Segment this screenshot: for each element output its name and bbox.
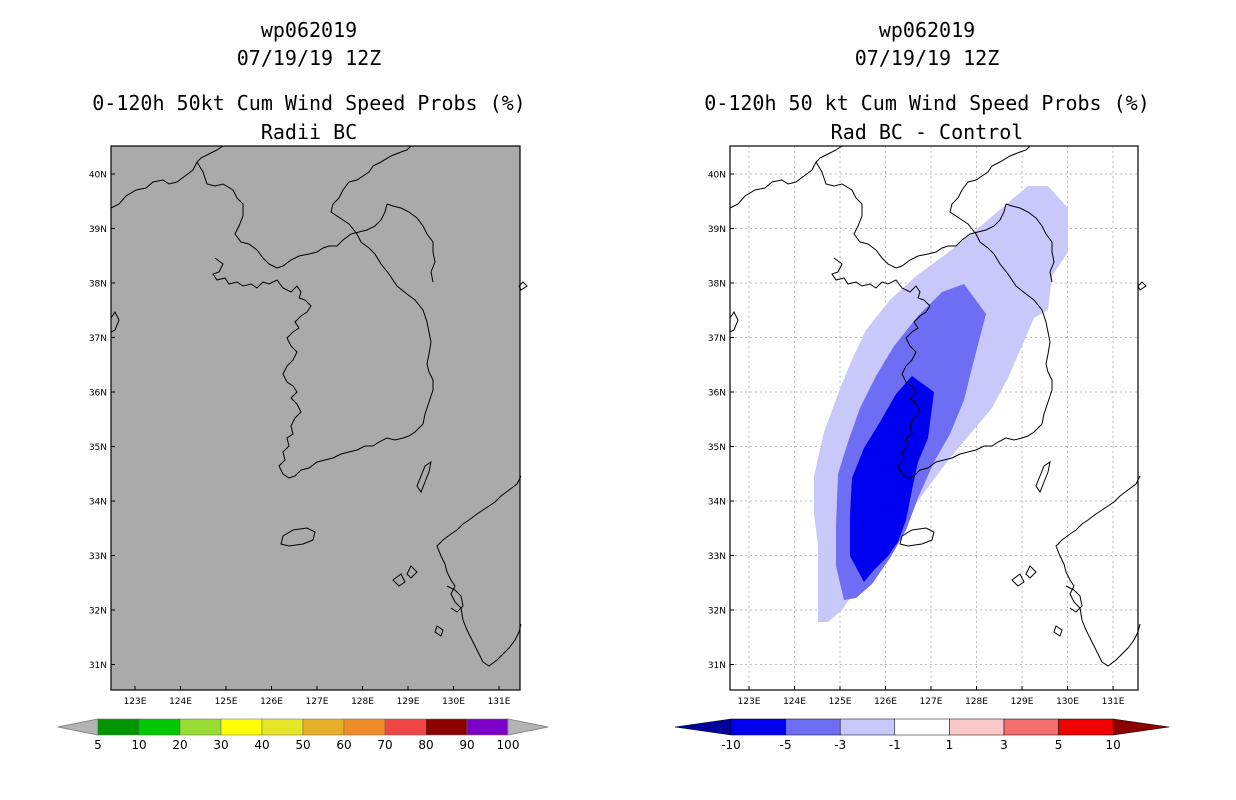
right-map-frame (729, 145, 1139, 691)
colorbar-label: -3 (834, 738, 846, 752)
right-colorbar: -10 -5 -3 -1 1 3 5 10 (674, 718, 1170, 752)
left-date: 07/19/19 12Z (236, 46, 382, 70)
right-latitude-labels: 40N 39N 38N 37N 36N 35N 34N 33N 32N 31N (708, 171, 734, 671)
colorbar-swatch (220, 718, 263, 736)
right-product-title: 0-120h 50 kt Cum Wind Speed Probs (%) (704, 91, 1150, 115)
lon-label: 124E (783, 697, 806, 707)
lon-label: 127E (920, 697, 943, 707)
colorbar-label: 10 (1106, 738, 1121, 752)
colorbar-swatch (425, 718, 468, 736)
lon-label: 131E (1102, 697, 1125, 707)
colorbar-swatch (839, 718, 896, 736)
contour-minus5 (850, 376, 934, 582)
lat-label: 33N (89, 552, 107, 562)
lat-label: 40N (89, 171, 107, 181)
colorbar-label: 100 (497, 738, 520, 752)
left-storm-id: wp062019 (260, 18, 358, 42)
lat-label: 37N (89, 334, 107, 344)
colorbar-label: 40 (254, 738, 269, 752)
colorbar-label: 1 (946, 738, 954, 752)
lat-label: 38N (708, 280, 726, 290)
colorbar-label: -1 (889, 738, 901, 752)
colorbar-swatch (730, 718, 786, 736)
right-map (729, 145, 1147, 691)
lon-label: 126E (874, 697, 897, 707)
lat-label: 34N (89, 498, 107, 508)
lon-label: 131E (488, 697, 511, 707)
lon-label: 128E (351, 697, 374, 707)
lon-label: 127E (306, 697, 329, 707)
colorbar-label: 5 (94, 738, 102, 752)
colorbar-label: 10 (131, 738, 146, 752)
left-latitude-labels: 40N 39N 38N 37N 36N 35N 34N 33N 32N 31N (89, 171, 115, 671)
left-longitude-labels: 123E 124E 125E 126E 127E 128E 129E 130E 131E (124, 686, 511, 707)
colorbar-left-arrow (674, 718, 732, 736)
colorbar-left-arrow (57, 718, 99, 736)
colorbar-swatch (97, 718, 140, 736)
colorbar-swatch (785, 718, 841, 736)
lat-label: 36N (708, 389, 726, 399)
lon-label: 130E (1056, 697, 1079, 707)
lat-label: 31N (708, 661, 726, 671)
lat-label: 33N (708, 552, 726, 562)
colorbar-label: 5 (1055, 738, 1063, 752)
lon-label: 123E (124, 697, 147, 707)
colorbar-swatch (1058, 718, 1114, 736)
colorbar-right-arrow (1112, 718, 1170, 736)
colorbar-label: 60 (336, 738, 351, 752)
colorbar-label: -5 (780, 738, 792, 752)
left-product-title: 0-120h 50kt Cum Wind Speed Probs (%) (92, 91, 526, 115)
lat-label: 38N (89, 280, 107, 290)
lat-label: 39N (89, 225, 107, 235)
lon-label: 129E (1011, 697, 1034, 707)
colorbar-swatch (302, 718, 345, 736)
colorbar-swatch (343, 718, 386, 736)
colorbar-label: -10 (721, 738, 741, 752)
colorbar-label: 30 (213, 738, 228, 752)
lat-label: 35N (708, 443, 726, 453)
left-map-background (111, 146, 520, 690)
colorbar-label: 90 (459, 738, 474, 752)
lon-label: 125E (829, 697, 852, 707)
colorbar-swatch (466, 718, 509, 736)
lon-label: 129E (397, 697, 420, 707)
colorbar-swatch (1003, 718, 1059, 736)
lat-label: 36N (89, 389, 107, 399)
colorbar-label: 3 (1000, 738, 1008, 752)
colorbar-swatch (179, 718, 222, 736)
left-colorbar: 5 10 20 30 40 50 60 70 80 90 100 (57, 718, 549, 752)
lat-label: 40N (708, 171, 726, 181)
right-storm-id: wp062019 (878, 18, 976, 42)
right-longitude-labels: 123E 124E 125E 126E 127E 128E 129E 130E 131E (738, 686, 1125, 707)
lat-label: 34N (708, 498, 726, 508)
lon-label: 124E (169, 697, 192, 707)
lat-label: 39N (708, 225, 726, 235)
colorbar-swatch (138, 718, 181, 736)
colorbar-swatch (949, 718, 1005, 736)
colorbar-label: 80 (418, 738, 433, 752)
lat-label: 32N (708, 607, 726, 617)
lon-label: 130E (442, 697, 465, 707)
lon-label: 126E (260, 697, 283, 707)
colorbar-label: 70 (377, 738, 392, 752)
colorbar-swatch (894, 718, 950, 736)
colorbar-swatch (384, 718, 427, 736)
lat-label: 32N (89, 607, 107, 617)
right-date: 07/19/19 12Z (854, 46, 1000, 70)
left-subtitle: Radii BC (260, 120, 358, 144)
right-subtitle: Rad BC - Control (830, 120, 1024, 144)
lat-label: 35N (89, 443, 107, 453)
colorbar-label: 20 (172, 738, 187, 752)
left-map-frame (110, 145, 521, 691)
left-map (110, 145, 528, 691)
lat-label: 31N (89, 661, 107, 671)
lon-label: 123E (738, 697, 761, 707)
colorbar-label: 50 (295, 738, 310, 752)
colorbar-right-arrow (507, 718, 549, 736)
lon-label: 128E (965, 697, 988, 707)
lat-label: 37N (708, 334, 726, 344)
lon-label: 125E (215, 697, 238, 707)
colorbar-swatch (261, 718, 304, 736)
